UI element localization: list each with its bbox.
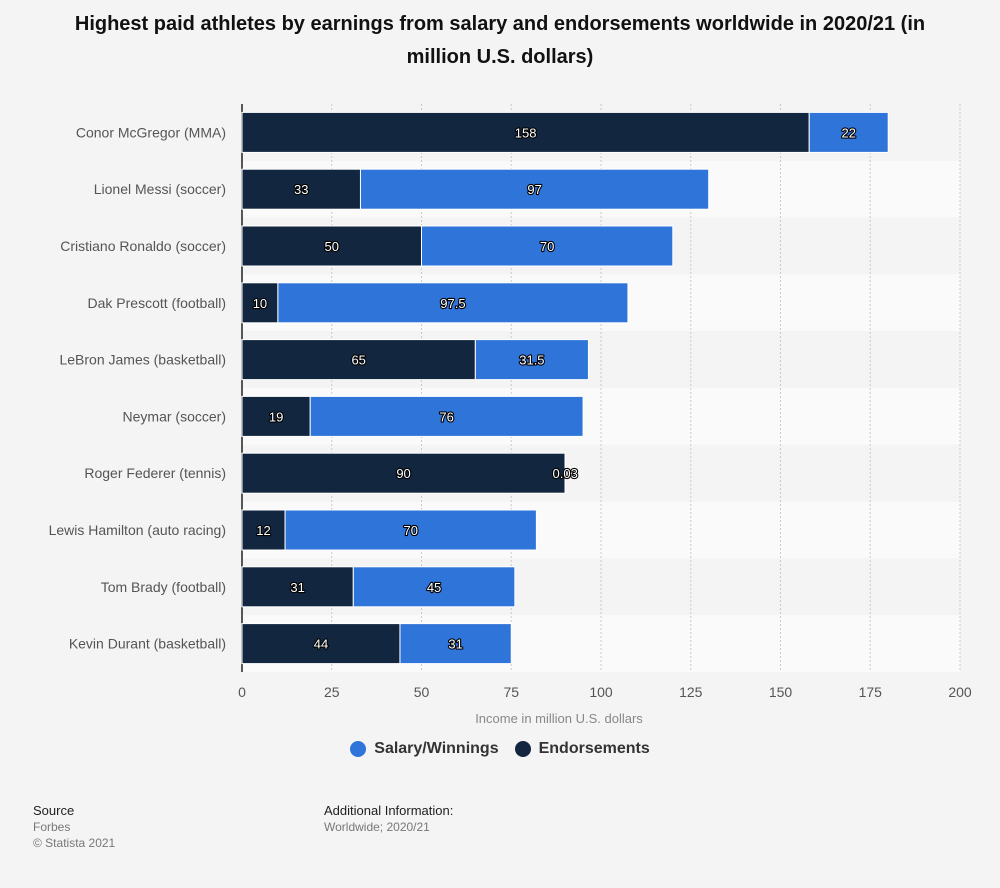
data-label: 22 (841, 125, 855, 140)
category-label: Conor McGregor (MMA) (76, 124, 226, 140)
legend-swatch-salary (350, 741, 367, 757)
legend-label-endorsements: Endorsements (538, 740, 650, 757)
additional-info-block: Additional Information: Worldwide; 2020/… (324, 803, 453, 835)
category-label: Neymar (soccer) (123, 408, 226, 424)
x-tick-label: 0 (238, 684, 246, 700)
bar-segment (421, 225, 674, 267)
bar-segment (241, 282, 279, 324)
data-label: 31 (290, 580, 304, 595)
data-label: 158 (515, 125, 537, 140)
source-block: Source Forbes © Statista 2021 (33, 803, 115, 851)
bar-chart: Conor McGregor (MMA) 158 22 Lionel Messi (s… (49, 104, 972, 726)
category-label: Dak Prescott (football) (88, 295, 227, 311)
data-label: 70 (403, 523, 417, 538)
bar-segment (284, 509, 537, 551)
data-label: 0.03 (553, 466, 578, 481)
bar-segment (241, 225, 422, 267)
bar-segment (241, 623, 401, 665)
data-label: 31.5 (519, 353, 544, 368)
bar-segment (241, 509, 286, 551)
data-label: 33 (294, 182, 308, 197)
x-axis-title: Income in million U.S. dollars (475, 711, 643, 726)
x-tick-label: 175 (859, 684, 883, 700)
data-label: 90 (396, 466, 410, 481)
additional-info-text: Worldwide; 2020/21 (324, 820, 430, 834)
legend-swatch-endorsements (514, 741, 531, 757)
category-label: Lionel Messi (soccer) (94, 181, 226, 197)
source-name: Forbes (33, 820, 71, 834)
bar-segment (241, 111, 810, 153)
additional-info-heading: Additional Information: (324, 803, 454, 818)
bar-segment (808, 111, 889, 153)
bar-segment (241, 168, 361, 210)
source-heading: Source (33, 803, 75, 818)
x-tick-label: 25 (324, 684, 340, 700)
data-label: 19 (269, 409, 283, 424)
legend-label-salary: Salary/Winnings (374, 740, 499, 757)
x-tick-label: 75 (503, 684, 519, 700)
bar-segment (309, 395, 584, 437)
bar-segment (241, 339, 476, 381)
data-label: 50 (325, 239, 339, 254)
data-label: 97 (527, 182, 541, 197)
category-label: LeBron James (basketball) (59, 352, 226, 368)
data-label: 65 (351, 353, 365, 368)
data-label: 12 (256, 523, 270, 538)
legend-item-endorsements[interactable]: Endorsements (514, 740, 650, 758)
legend: Salary/Winnings Endorsements (0, 740, 1000, 758)
x-tick-label: 125 (679, 684, 703, 700)
data-label: 44 (314, 637, 328, 652)
data-label: 70 (540, 239, 554, 254)
bar-segment (352, 566, 516, 608)
data-label: 10 (253, 296, 267, 311)
x-tick-label: 200 (948, 684, 972, 700)
x-tick-label: 150 (769, 684, 793, 700)
bar-segment (474, 339, 589, 381)
bar-segment (399, 623, 512, 665)
bar-segment (241, 452, 566, 494)
bar-segment (277, 282, 629, 324)
category-label: Lewis Hamilton (auto racing) (49, 522, 226, 538)
category-label: Kevin Durant (basketball) (69, 636, 226, 652)
x-tick-label: 100 (589, 684, 613, 700)
copyright: © Statista 2021 (33, 836, 116, 850)
category-label: Cristiano Ronaldo (soccer) (60, 238, 226, 254)
data-label: 97.5 (440, 296, 465, 311)
legend-item-salary[interactable]: Salary/Winnings (350, 740, 499, 758)
x-tick-label: 50 (414, 684, 430, 700)
bar-segment (241, 395, 311, 437)
data-label: 76 (439, 409, 453, 424)
category-label: Roger Federer (tennis) (84, 465, 226, 481)
category-label: Tom Brady (football) (101, 579, 226, 595)
data-label: 45 (427, 580, 441, 595)
bar-segment (241, 566, 354, 608)
chart-title: Highest paid athletes by earnings from s… (74, 13, 926, 68)
bar-segment (359, 168, 710, 210)
data-label: 31 (448, 637, 462, 652)
